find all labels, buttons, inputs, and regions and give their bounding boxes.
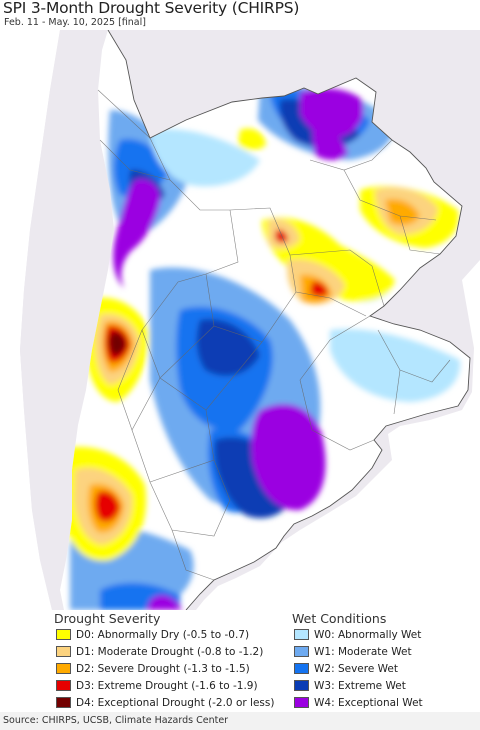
drought-map bbox=[0, 29, 480, 611]
legend-item-d0: D0: Abnormally Dry (-0.5 to -0.7) bbox=[56, 627, 249, 642]
legend-label-d2: D2: Severe Drought (-1.3 to -1.5) bbox=[76, 662, 250, 675]
legend-item-w4: W4: Exceptional Wet bbox=[294, 695, 423, 710]
legend-label-d1: D1: Moderate Drought (-0.8 to -1.2) bbox=[76, 645, 264, 658]
legend-label-w2: W2: Severe Wet bbox=[314, 662, 398, 675]
legend-label-w0: W0: Abnormally Wet bbox=[314, 628, 422, 641]
legend-item-d3: D3: Extreme Drought (-1.6 to -1.9) bbox=[56, 678, 258, 693]
legend-item-d2: D2: Severe Drought (-1.3 to -1.5) bbox=[56, 661, 250, 676]
w2-swatch bbox=[294, 663, 309, 674]
d0-swatch bbox=[56, 629, 71, 640]
legend-label-d0: D0: Abnormally Dry (-0.5 to -0.7) bbox=[76, 628, 250, 641]
legend-item-w2: W2: Severe Wet bbox=[294, 661, 398, 676]
legend-label-d3: D3: Extreme Drought (-1.6 to -1.9) bbox=[76, 679, 258, 692]
legend-item-d4: D4: Exceptional Drought (-2.0 or less) bbox=[56, 695, 274, 710]
legend-label-w1: W1: Moderate Wet bbox=[314, 645, 412, 658]
source-footer: Source: CHIRPS, UCSB, Climate Hazards Ce… bbox=[0, 712, 480, 730]
d3-swatch bbox=[56, 680, 71, 691]
legend-label-w3: W3: Extreme Wet bbox=[314, 679, 406, 692]
w0-swatch bbox=[294, 629, 309, 640]
w4-swatch bbox=[294, 697, 309, 708]
wet-legend-title: Wet Conditions bbox=[292, 611, 387, 626]
d4-swatch bbox=[56, 697, 71, 708]
legend-item-w3: W3: Extreme Wet bbox=[294, 678, 406, 693]
legend-label-w4: W4: Exceptional Wet bbox=[314, 696, 423, 709]
legend: Drought Severity Wet Conditions D0: Abno… bbox=[0, 610, 480, 710]
w3-swatch bbox=[294, 680, 309, 691]
map-subtitle: Feb. 11 - May. 10, 2025 [final] bbox=[4, 17, 146, 28]
d1-swatch bbox=[56, 646, 71, 657]
map-title: SPI 3-Month Drought Severity (CHIRPS) bbox=[3, 0, 300, 17]
drought-legend-title: Drought Severity bbox=[54, 611, 161, 626]
legend-item-w1: W1: Moderate Wet bbox=[294, 644, 412, 659]
legend-label-d4: D4: Exceptional Drought (-2.0 or less) bbox=[76, 696, 275, 709]
d2-swatch bbox=[56, 663, 71, 674]
legend-item-d1: D1: Moderate Drought (-0.8 to -1.2) bbox=[56, 644, 263, 659]
w1-swatch bbox=[294, 646, 309, 657]
legend-item-w0: W0: Abnormally Wet bbox=[294, 627, 421, 642]
